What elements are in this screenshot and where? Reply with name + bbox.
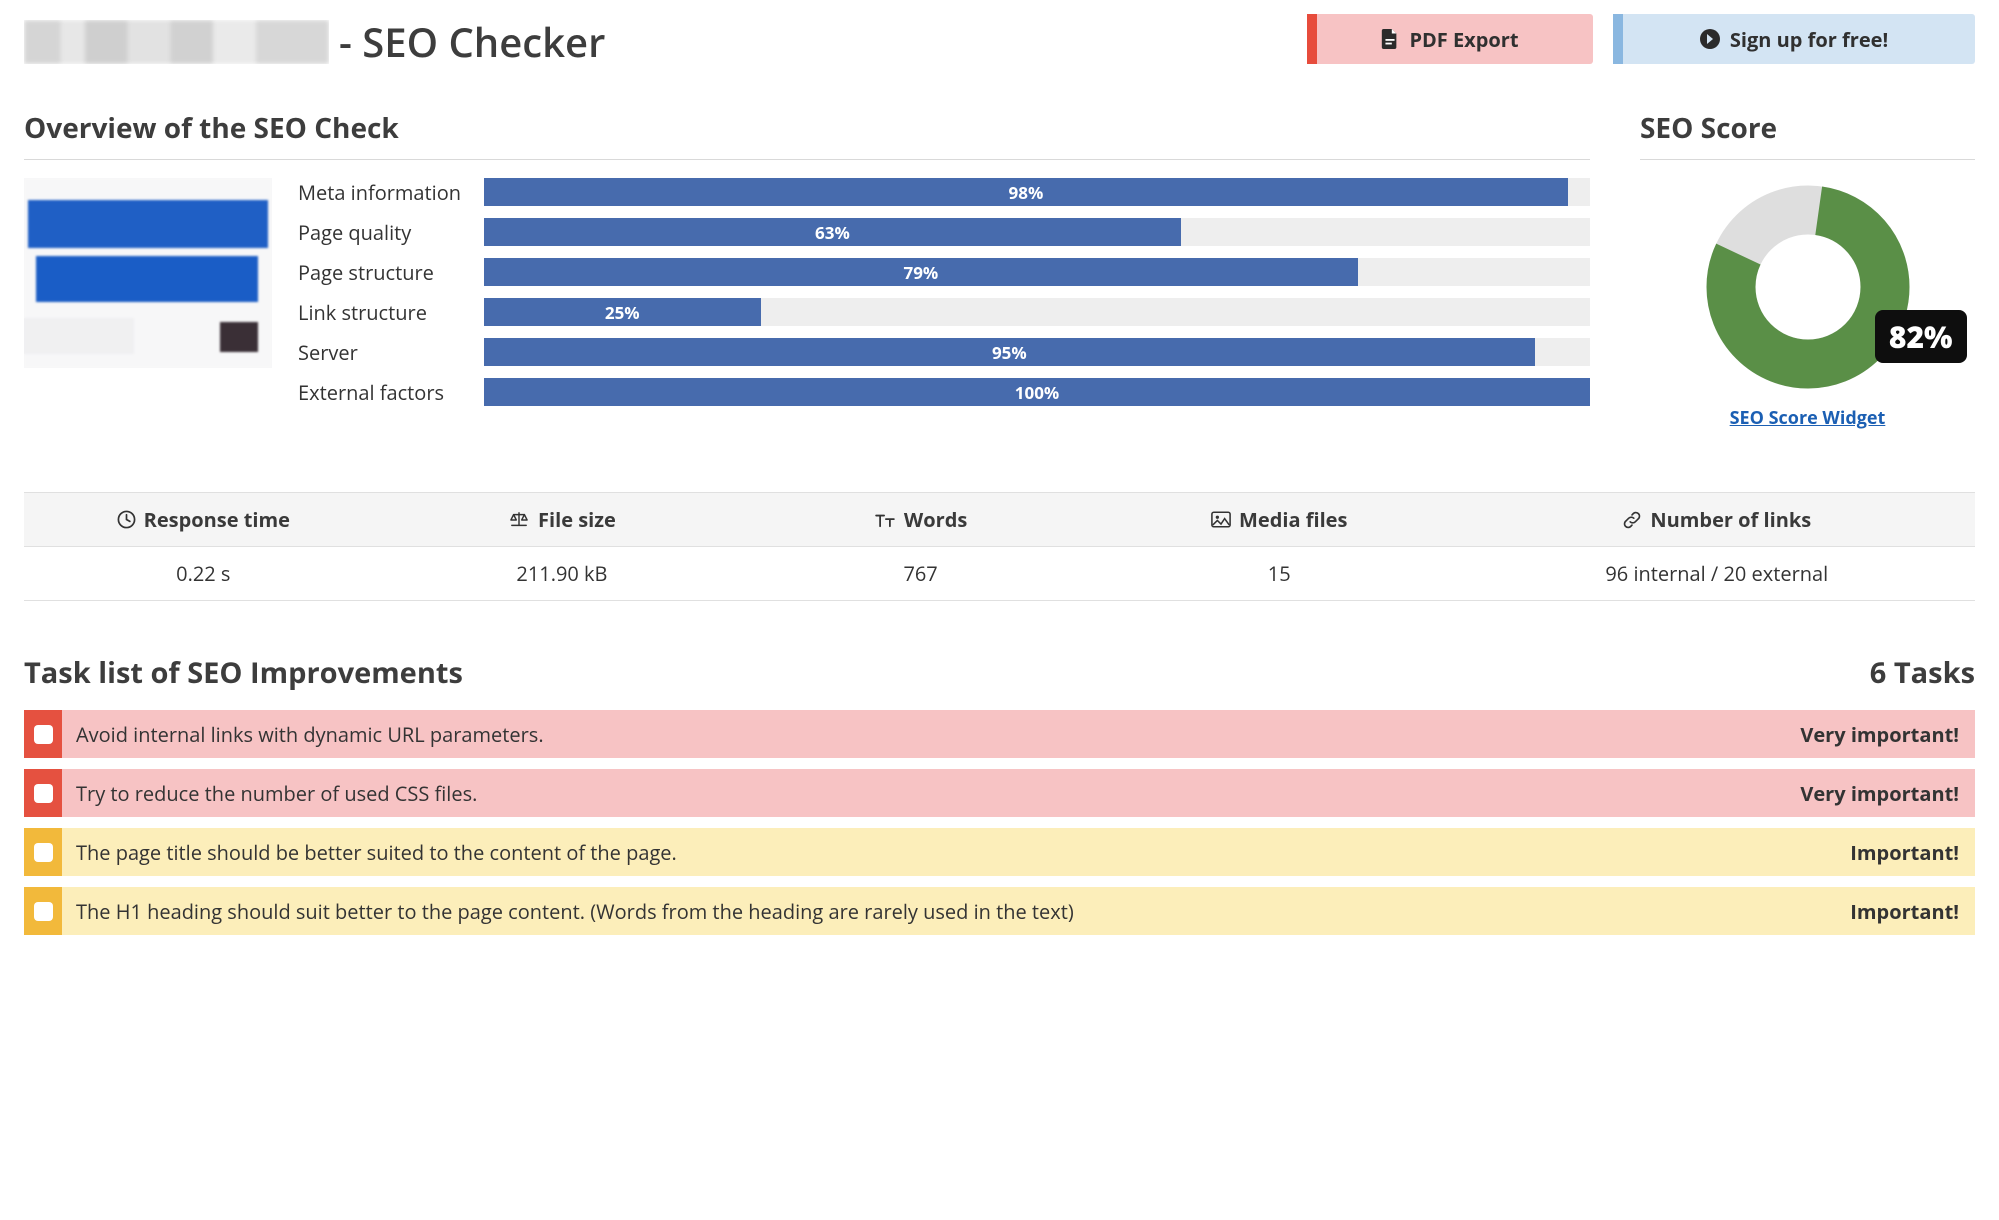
- score-title: SEO Score: [1640, 109, 1975, 160]
- stat-header-media-files: Media files: [1100, 493, 1459, 546]
- overview-bar-row: Page structure79%: [298, 258, 1590, 286]
- bar-label: Meta information: [298, 179, 484, 206]
- overview-bar-row: External factors100%: [298, 378, 1590, 406]
- stat-header-response-time: Response time: [24, 493, 383, 546]
- task-priority: Very important!: [1800, 721, 1959, 748]
- signup-label: Sign up for free!: [1730, 26, 1888, 53]
- task-checkbox-strip: [24, 769, 62, 817]
- stat-value-links: 96 internal / 20 external: [1459, 547, 1975, 600]
- seo-score-badge: 82%: [1875, 310, 1967, 363]
- page-title-wrap: - SEO Checker: [24, 14, 1287, 69]
- bar-fill: 95%: [484, 338, 1535, 366]
- bar-track: 25%: [484, 298, 1590, 326]
- bar-fill: 100%: [484, 378, 1590, 406]
- page-header: - SEO Checker PDF Export Sign up for fre…: [24, 14, 1975, 69]
- pdf-export-button[interactable]: PDF Export: [1307, 14, 1593, 64]
- bar-label: Link structure: [298, 299, 484, 326]
- tasks-list: Avoid internal links with dynamic URL pa…: [24, 710, 1975, 935]
- bar-label: Page quality: [298, 219, 484, 246]
- button-accent-strip: [1613, 14, 1623, 64]
- stat-header-links: Number of links: [1459, 493, 1975, 546]
- text-size-icon: [874, 512, 896, 528]
- stat-value-media-files: 15: [1100, 547, 1459, 600]
- bar-fill: 79%: [484, 258, 1358, 286]
- stat-value-response-time: 0.22 s: [24, 547, 383, 600]
- overview-bar-row: Link structure25%: [298, 298, 1590, 326]
- task-checkbox-strip: [24, 887, 62, 935]
- task-body: Try to reduce the number of used CSS fil…: [62, 769, 1975, 817]
- task-checkbox[interactable]: [34, 843, 53, 862]
- bar-track: 79%: [484, 258, 1590, 286]
- redacted-domain: [24, 20, 329, 64]
- task-checkbox[interactable]: [34, 784, 53, 803]
- bar-label: External factors: [298, 379, 484, 406]
- stat-value-file-size: 211.90 kB: [383, 547, 742, 600]
- stat-header-words: Words: [741, 493, 1100, 546]
- tasks-count: 6 Tasks: [1870, 653, 1975, 692]
- scale-icon: [508, 511, 530, 529]
- tasks-title: Task list of SEO Improvements: [24, 653, 463, 692]
- bar-fill: 25%: [484, 298, 761, 326]
- stat-header-file-size: File size: [383, 493, 742, 546]
- task-priority: Very important!: [1800, 780, 1959, 807]
- overview-bar-row: Meta information98%: [298, 178, 1590, 206]
- bar-label: Server: [298, 339, 484, 366]
- stat-value-words: 767: [741, 547, 1100, 600]
- overview-bars: Meta information98%Page quality63%Page s…: [298, 178, 1590, 418]
- button-accent-strip: [1307, 14, 1317, 64]
- task-checkbox-strip: [24, 710, 62, 758]
- bar-fill: 63%: [484, 218, 1181, 246]
- task-row: Avoid internal links with dynamic URL pa…: [24, 710, 1975, 758]
- file-pdf-icon: [1381, 29, 1399, 49]
- pdf-export-label: PDF Export: [1409, 26, 1518, 53]
- task-body: The H1 heading should suit better to the…: [62, 887, 1975, 935]
- task-row: The H1 heading should suit better to the…: [24, 887, 1975, 935]
- task-row: Try to reduce the number of used CSS fil…: [24, 769, 1975, 817]
- bar-label: Page structure: [298, 259, 484, 286]
- task-priority: Important!: [1850, 898, 1959, 925]
- task-text: Try to reduce the number of used CSS fil…: [76, 780, 477, 807]
- task-priority: Important!: [1850, 839, 1959, 866]
- clock-icon: [117, 510, 136, 529]
- bar-fill: 98%: [484, 178, 1568, 206]
- bar-track: 95%: [484, 338, 1590, 366]
- overview-title: Overview of the SEO Check: [24, 109, 1590, 160]
- task-text: The H1 heading should suit better to the…: [76, 898, 1074, 925]
- signup-button[interactable]: Sign up for free!: [1613, 14, 1975, 64]
- seo-score-donut: 82%: [1703, 182, 1913, 392]
- overview-bar-row: Page quality63%: [298, 218, 1590, 246]
- task-text: Avoid internal links with dynamic URL pa…: [76, 721, 544, 748]
- link-icon: [1622, 510, 1642, 530]
- task-checkbox[interactable]: [34, 902, 53, 921]
- stats-table: Response time File size Words Media file…: [24, 492, 1975, 601]
- arrow-circle-right-icon: [1700, 29, 1720, 49]
- page-title: - SEO Checker: [339, 14, 605, 69]
- overview-bar-row: Server95%: [298, 338, 1590, 366]
- seo-score-widget-link[interactable]: SEO Score Widget: [1730, 406, 1886, 430]
- task-row: The page title should be better suited t…: [24, 828, 1975, 876]
- image-icon: [1211, 511, 1231, 528]
- task-checkbox-strip: [24, 828, 62, 876]
- site-thumbnail: [24, 178, 272, 368]
- bar-track: 98%: [484, 178, 1590, 206]
- task-checkbox[interactable]: [34, 725, 53, 744]
- task-text: The page title should be better suited t…: [76, 839, 677, 866]
- task-body: Avoid internal links with dynamic URL pa…: [62, 710, 1975, 758]
- bar-track: 63%: [484, 218, 1590, 246]
- bar-track: 100%: [484, 378, 1590, 406]
- task-body: The page title should be better suited t…: [62, 828, 1975, 876]
